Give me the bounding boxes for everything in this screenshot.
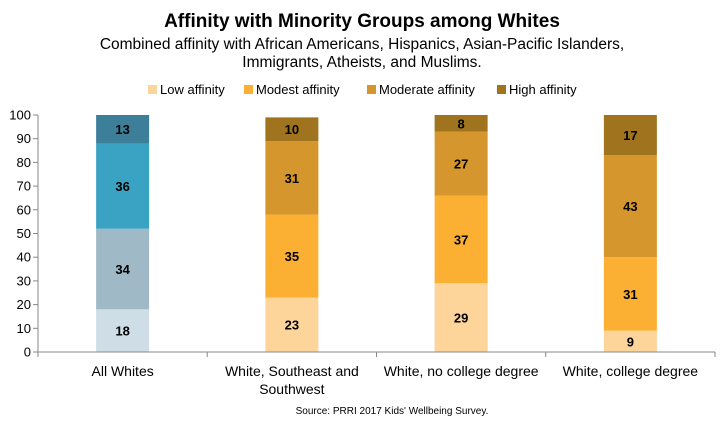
legend-swatch bbox=[367, 85, 376, 94]
bar-segment bbox=[434, 131, 488, 196]
bar-segment bbox=[265, 117, 319, 142]
x-category-label: Southwest bbox=[259, 381, 324, 397]
legend-label: Low affinity bbox=[160, 82, 225, 97]
x-category-label: White, college degree bbox=[563, 363, 699, 379]
y-tick-label: 30 bbox=[17, 273, 31, 288]
chart-subtitle-line-1: Combined affinity with African Americans… bbox=[100, 36, 624, 53]
source-note: Source: PRRI 2017 Kids' Wellbeing Survey… bbox=[296, 406, 489, 417]
x-category-label: White, no college degree bbox=[384, 363, 539, 379]
y-tick-label: 70 bbox=[17, 179, 31, 194]
y-tick-label: 80 bbox=[17, 155, 31, 170]
legend-swatch bbox=[244, 85, 253, 94]
y-tick-label: 40 bbox=[17, 250, 31, 265]
y-tick-label: 10 bbox=[17, 321, 31, 336]
bar-segment bbox=[265, 297, 319, 352]
data-label: 18 bbox=[115, 324, 129, 339]
bar-segment bbox=[96, 309, 150, 352]
data-label: 43 bbox=[623, 199, 637, 214]
data-label: 8 bbox=[458, 116, 465, 131]
data-label: 31 bbox=[285, 171, 299, 186]
data-label: 9 bbox=[627, 334, 634, 349]
y-tick-label: 100 bbox=[9, 108, 31, 123]
bar-segment bbox=[434, 283, 488, 352]
data-label: 17 bbox=[623, 128, 637, 143]
chart-title: Affinity with Minority Groups among Whit… bbox=[164, 11, 560, 32]
bar-segment bbox=[603, 330, 657, 352]
data-label: 10 bbox=[285, 122, 299, 137]
legend-label: High affinity bbox=[509, 82, 577, 97]
data-label: 13 bbox=[115, 122, 129, 137]
y-tick-label: 50 bbox=[17, 226, 31, 241]
bar-segment bbox=[603, 257, 657, 331]
bar-segment bbox=[265, 141, 319, 215]
data-label: 23 bbox=[285, 318, 299, 333]
x-axis: All Whites White, Southeast and Southwest W… bbox=[37, 351, 716, 397]
bar-segment bbox=[603, 155, 657, 258]
data-label: 31 bbox=[623, 287, 637, 302]
x-category-label: All Whites bbox=[92, 363, 154, 379]
legend: Low affinity Modest affinity Moderate affi… bbox=[148, 82, 577, 97]
chart-subtitle-line-2: Immigrants, Atheists, and Muslims. bbox=[242, 54, 481, 71]
bar-segment bbox=[96, 115, 150, 144]
data-label: 36 bbox=[115, 179, 129, 194]
y-tick-label: 0 bbox=[24, 345, 31, 360]
data-label: 29 bbox=[454, 311, 468, 326]
y-tick-label: 20 bbox=[17, 297, 31, 312]
data-label: 37 bbox=[454, 232, 468, 247]
bar-segment bbox=[434, 115, 488, 132]
legend-swatch bbox=[497, 85, 506, 94]
legend-swatch bbox=[148, 85, 157, 94]
bar-segment bbox=[96, 228, 150, 310]
x-category-label: White, Southeast and bbox=[225, 363, 359, 379]
legend-label: Modest affinity bbox=[256, 82, 340, 97]
y-tick-label: 60 bbox=[17, 202, 31, 217]
data-label: 34 bbox=[115, 262, 130, 277]
legend-label: Moderate affinity bbox=[379, 82, 475, 97]
bar-segment bbox=[434, 195, 488, 284]
bar-segment bbox=[265, 214, 319, 298]
data-label: 35 bbox=[285, 249, 299, 264]
data-label: 27 bbox=[454, 157, 468, 172]
bars: 18 34 36 13 23 35 31 10 29 37 27 8 9 31 43 17 bbox=[96, 115, 657, 352]
y-axis: 0 10 20 30 40 50 60 70 80 90 100 bbox=[9, 108, 39, 360]
bar-segment bbox=[96, 143, 150, 229]
y-tick-label: 90 bbox=[17, 131, 31, 146]
bar-segment bbox=[603, 115, 657, 156]
